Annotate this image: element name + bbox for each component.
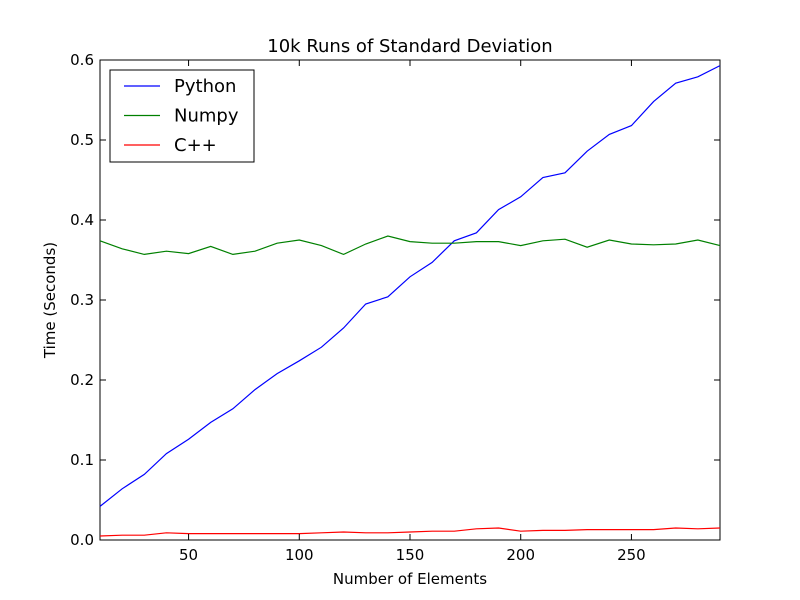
x-axis-label: Number of Elements [333, 570, 487, 588]
y-tick-label: 0.0 [70, 531, 94, 549]
y-tick-label: 0.3 [70, 291, 94, 309]
series-line-numpy [99, 235, 721, 256]
x-tick-label: 150 [396, 546, 425, 564]
y-tick-label: 0.6 [70, 51, 94, 69]
legend-label: Python [174, 76, 236, 97]
x-tick-label: 100 [285, 546, 314, 564]
x-tick-label: 200 [506, 546, 535, 564]
y-tick-label: 0.5 [70, 131, 94, 149]
legend-label: Numpy [174, 106, 239, 127]
y-tick-label: 0.1 [70, 451, 94, 469]
legend-label: C++ [174, 135, 217, 156]
series-line-cpp [99, 527, 721, 537]
axis-ticks: 50 100 150 200 250 0.0 0.1 0.2 0.3 0.4 0.5 0.6 [70, 51, 720, 564]
legend: Python Numpy C++ [109, 69, 255, 163]
chart-title: 10k Runs of Standard Deviation [267, 36, 552, 57]
x-tick-label: 250 [617, 546, 646, 564]
series-line-python [99, 65, 721, 507]
y-axis-label: Time (Seconds) [41, 242, 59, 359]
y-tick-label: 0.4 [70, 211, 94, 229]
series-lines [99, 65, 721, 537]
y-tick-label: 0.2 [70, 371, 94, 389]
x-tick-label: 50 [179, 546, 198, 564]
